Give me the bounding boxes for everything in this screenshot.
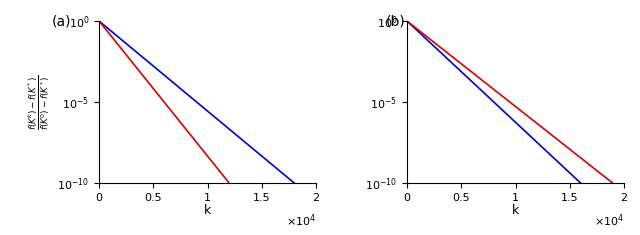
X-axis label: k: k (204, 204, 211, 217)
Text: (b): (b) (385, 15, 405, 29)
Text: $\times10^4$: $\times10^4$ (286, 212, 316, 229)
X-axis label: k: k (512, 204, 519, 217)
Text: $\times10^4$: $\times10^4$ (594, 212, 624, 229)
Y-axis label: $\frac{f(K^k) - f(K^*)}{f(K^0) - f(K^*)}$: $\frac{f(K^k) - f(K^*)}{f(K^0) - f(K^*)}… (27, 75, 53, 130)
Text: (a): (a) (51, 15, 71, 29)
